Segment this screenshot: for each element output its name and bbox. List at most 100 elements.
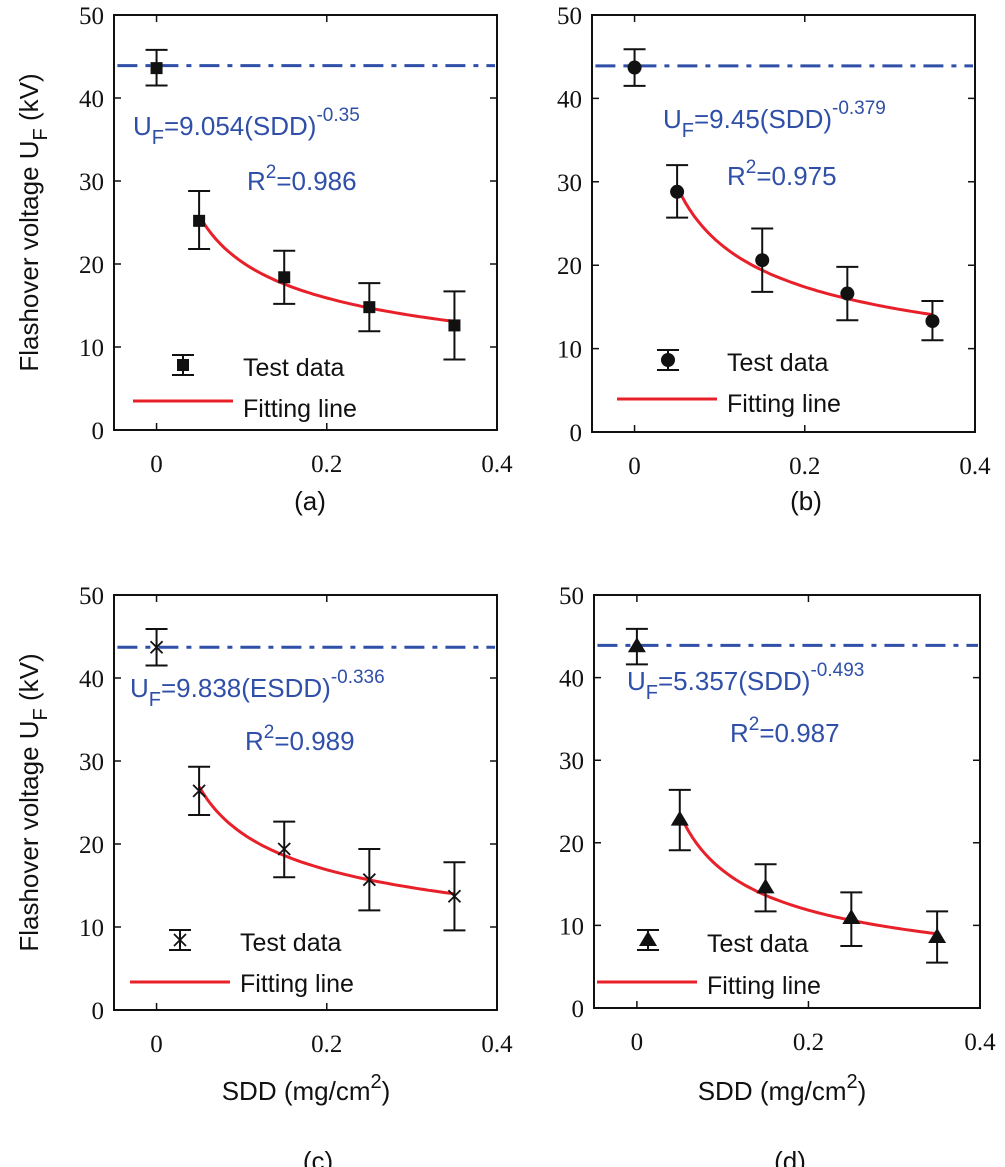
x-tick-label: 0 [150, 1031, 163, 1058]
subplot-caption: (b) [790, 486, 822, 516]
data-point-group [625, 627, 648, 666]
data-point [173, 933, 187, 947]
y-tick-label: 40 [79, 666, 104, 693]
x-tick-label: 0.4 [481, 451, 513, 478]
eq-body: =9.054(SDD) [164, 111, 316, 141]
subplot-caption: (a) [294, 486, 326, 516]
y-tick-label: 30 [79, 169, 104, 196]
x-label-end: ) [382, 1076, 391, 1106]
data-point [840, 286, 855, 301]
data-point [149, 640, 164, 654]
data-point [928, 927, 947, 943]
data-point [842, 908, 861, 924]
y-tick-label: 10 [559, 913, 584, 940]
fitting-curve [197, 785, 455, 896]
data-point-group [668, 788, 691, 852]
data-point [362, 873, 376, 887]
y-axis-label: Flashover voltage UF (kV) [14, 653, 52, 951]
y-tick-label: 30 [79, 749, 104, 776]
data-point [277, 842, 291, 856]
data-point [150, 62, 163, 75]
eq-body: =9.838(ESDD) [161, 673, 331, 703]
x-tick-label: 0.2 [793, 1029, 824, 1056]
legend-label-fitting-line: Fitting line [243, 395, 357, 423]
data-point-group [623, 48, 646, 87]
data-point [448, 319, 461, 332]
eq-exp: -0.493 [810, 660, 864, 681]
data-point [278, 271, 291, 284]
data-point-group [666, 164, 689, 219]
eq-exp: -0.379 [832, 98, 886, 119]
axes-box [591, 14, 976, 433]
x-tick-label: 0.4 [964, 1029, 996, 1056]
data-point [925, 314, 940, 329]
data-point [193, 214, 206, 227]
eq-sub: F [149, 689, 161, 711]
eq-lhs: U [133, 111, 152, 141]
eq-sub: F [682, 120, 694, 142]
data-point-group [751, 227, 774, 293]
x-axis-label: SDD (mg/cm2) [222, 1071, 391, 1106]
x-label-end: ) [858, 1076, 867, 1106]
legend-label-fitting-line: Fitting line [727, 390, 841, 418]
y-tick-label: 20 [79, 832, 104, 859]
subplot-b: 0 10 20 30 40 50 0 0.2 0.4 UF=9.45(SDD)-0.379 R2=0… [557, 3, 991, 516]
y-axis-label: Flashover voltage UF (kV) [14, 73, 52, 371]
r2-prefix: R [730, 718, 749, 748]
data-point [192, 784, 206, 798]
y-tick-label: 40 [559, 666, 584, 693]
subplot-caption: (d) [774, 1146, 806, 1167]
y-label-main: Flashover voltage U [14, 140, 44, 371]
data-point-group [443, 861, 466, 932]
y-tick-label: 50 [79, 3, 104, 30]
eq-exp: -0.35 [316, 105, 359, 126]
data-point [177, 359, 189, 371]
data-point [639, 931, 657, 946]
eq-lhs: U [663, 104, 682, 134]
data-point [627, 637, 646, 653]
y-tick-label: 0 [92, 998, 105, 1025]
fit-equation: UF=5.357(SDD)-0.493 [627, 660, 864, 704]
y-tick-label: 10 [79, 915, 104, 942]
data-point [627, 60, 642, 75]
y-tick-label: 10 [79, 335, 104, 362]
y-tick-label: 30 [559, 748, 584, 775]
r-squared: R2=0.989 [245, 722, 355, 756]
x-label-sup: 2 [846, 1071, 857, 1093]
fit-equation: UF=9.054(SDD)-0.35 [133, 105, 360, 149]
x-tick-label: 0.4 [481, 1031, 513, 1058]
legend-label-fitting-line: Fitting line [707, 972, 821, 1000]
fit-equation: UF=9.45(SDD)-0.379 [663, 98, 886, 142]
x-label-sup: 2 [370, 1071, 381, 1093]
r2-prefix: R [247, 166, 266, 196]
x-tick-label: 0 [150, 451, 163, 478]
eq-sub: F [152, 127, 164, 149]
x-tick-label: 0 [631, 1029, 644, 1056]
y-tick-label: 20 [557, 253, 582, 280]
axes-box [113, 594, 498, 1011]
y-tick-label: 40 [79, 86, 104, 113]
data-point-group [145, 628, 168, 667]
y-tick-label: 50 [559, 583, 584, 610]
r2-value: =0.987 [759, 718, 839, 748]
data-point-group [836, 265, 859, 322]
data-point-group [921, 300, 944, 342]
r2-sup: 2 [264, 722, 275, 743]
x-tick-label: 0.2 [311, 1031, 342, 1058]
y-tick-label: 0 [572, 996, 585, 1023]
fitting-curve [678, 813, 938, 936]
data-point-group [273, 820, 296, 879]
r-squared: R2=0.987 [730, 714, 840, 748]
data-point [670, 184, 685, 199]
legend: Test data Fitting line [133, 354, 357, 423]
fitting-curve [197, 214, 455, 323]
data-point-group [443, 290, 466, 361]
legend-label-fitting-line: Fitting line [240, 970, 354, 998]
data-point [756, 878, 775, 894]
axes-box [593, 594, 981, 1009]
subplot-caption: (c) [303, 1146, 333, 1167]
